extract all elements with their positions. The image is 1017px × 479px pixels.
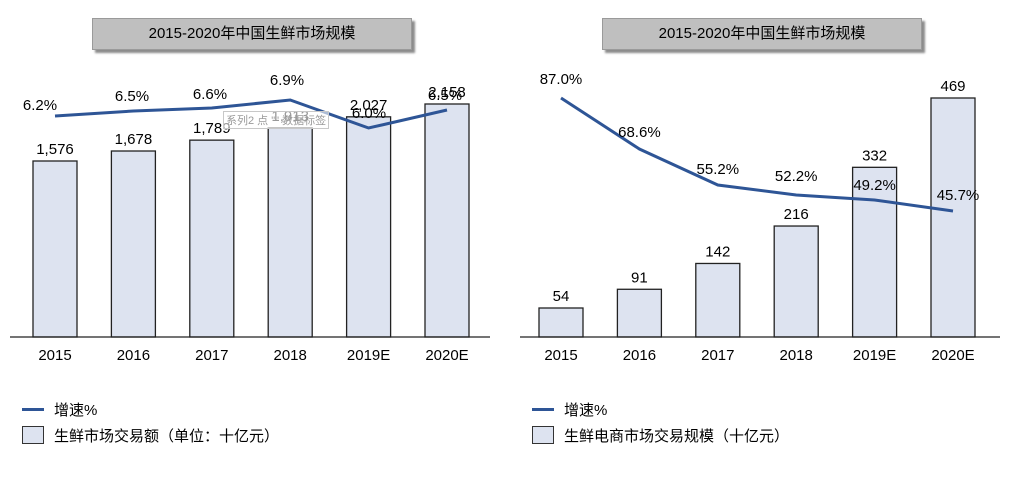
bar [695, 262, 741, 338]
legend-bar-swatch [22, 426, 44, 444]
x-tick-label: 2015 [38, 347, 71, 364]
bar [538, 307, 584, 338]
chart-plot-area: 1,57620151,67820161,78920171,91320182,02… [10, 72, 490, 364]
x-tick-label: 2020E [425, 347, 468, 364]
growth-value-label: 87.0% [540, 71, 583, 88]
bar [773, 225, 819, 338]
bar-value-label: 469 [940, 78, 965, 95]
growth-value-label: 45.7% [937, 187, 980, 204]
bar-value-label: 2,027 [350, 97, 388, 114]
chart-title: 2015-2020年中国生鲜市场规模 [602, 18, 922, 50]
growth-line [560, 96, 954, 213]
x-tick-label: 2017 [701, 347, 734, 364]
growth-value-label: 6.2% [23, 97, 57, 114]
growth-value-label: 68.6% [618, 124, 661, 141]
x-tick-label: 2020E [931, 347, 974, 364]
legend-label: 生鲜市场交易额（单位：十亿元） [54, 427, 280, 445]
growth-value-label: 6.0% [352, 105, 386, 122]
bar-value-label: 216 [784, 206, 809, 223]
legend-label: 生鲜电商市场交易规模（十亿元） [564, 427, 790, 445]
bar [267, 127, 313, 338]
bar [851, 166, 898, 338]
growth-value-label: 52.2% [775, 168, 818, 185]
x-tick-label: 2019E [347, 347, 390, 364]
x-tick-label: 2019E [853, 347, 896, 364]
legend-item-volume: 生鲜市场交易额（单位：十亿元） [22, 422, 279, 448]
bar-value-label: 1,678 [115, 131, 153, 148]
x-tick-label: 2015 [544, 347, 577, 364]
legend: 增速% 生鲜市场交易额（单位：十亿元） [22, 396, 279, 448]
growth-value-label: 6.5% [428, 87, 462, 104]
bar-value-label: 1,576 [36, 141, 74, 158]
growth-line [54, 98, 448, 130]
bar [345, 116, 392, 338]
bar [32, 160, 78, 338]
x-tick-label: 2018 [780, 347, 813, 364]
growth-value-label: 55.2% [697, 161, 740, 178]
growth-value-label: 6.6% [193, 86, 227, 103]
bar-value-label: 2,158 [428, 84, 466, 101]
growth-value-label: 6.9% [270, 72, 304, 89]
x-tick-label: 2018 [274, 347, 307, 364]
legend-item-growth: 增速% [22, 396, 279, 422]
growth-value-label: 49.2% [853, 177, 896, 194]
bar-value-label: 332 [862, 147, 887, 164]
bar-value-label: 91 [631, 269, 648, 286]
legend-item-volume: 生鲜电商市场交易规模（十亿元） [532, 422, 789, 448]
legend-label: 增速% [54, 401, 98, 419]
legend-line-swatch [532, 407, 554, 411]
bar [616, 288, 663, 338]
bar [424, 103, 470, 338]
legend-line-swatch [22, 407, 44, 411]
growth-value-label: 6.5% [115, 88, 149, 105]
x-tick-label: 2016 [117, 347, 150, 364]
chart-panel-ecommerce-size: 2015-2020年中国生鲜市场规模 54 2015 91 2016 142 2017 21… [510, 0, 1010, 479]
legend-bar-swatch [532, 426, 554, 444]
chart-panel-market-size: 2015-2020年中国生鲜市场规模 1,576 2015 1,678 2016 1,7… [0, 0, 500, 479]
x-tick-label: 2016 [623, 347, 656, 364]
bar-value-label: 142 [705, 243, 730, 260]
legend-item-growth: 增速% [532, 396, 789, 422]
bar-value-label: 1,789 [193, 120, 231, 137]
bar [110, 150, 157, 338]
bar [930, 97, 976, 338]
legend: 增速% 生鲜电商市场交易规模（十亿元） [532, 396, 789, 448]
chart-title: 2015-2020年中国生鲜市场规模 [92, 18, 412, 50]
legend-label: 增速% [564, 401, 608, 419]
data-label-tooltip: 系列2 点 "" 数据标签 [223, 111, 330, 129]
bar-value-label: 54 [553, 288, 570, 305]
chart-plot-area: 54 2015 91 2016 142 2017 216 2018 332 2019E 469 202… [520, 71, 1000, 364]
x-tick-label: 2017 [195, 347, 228, 364]
bar [189, 139, 235, 338]
